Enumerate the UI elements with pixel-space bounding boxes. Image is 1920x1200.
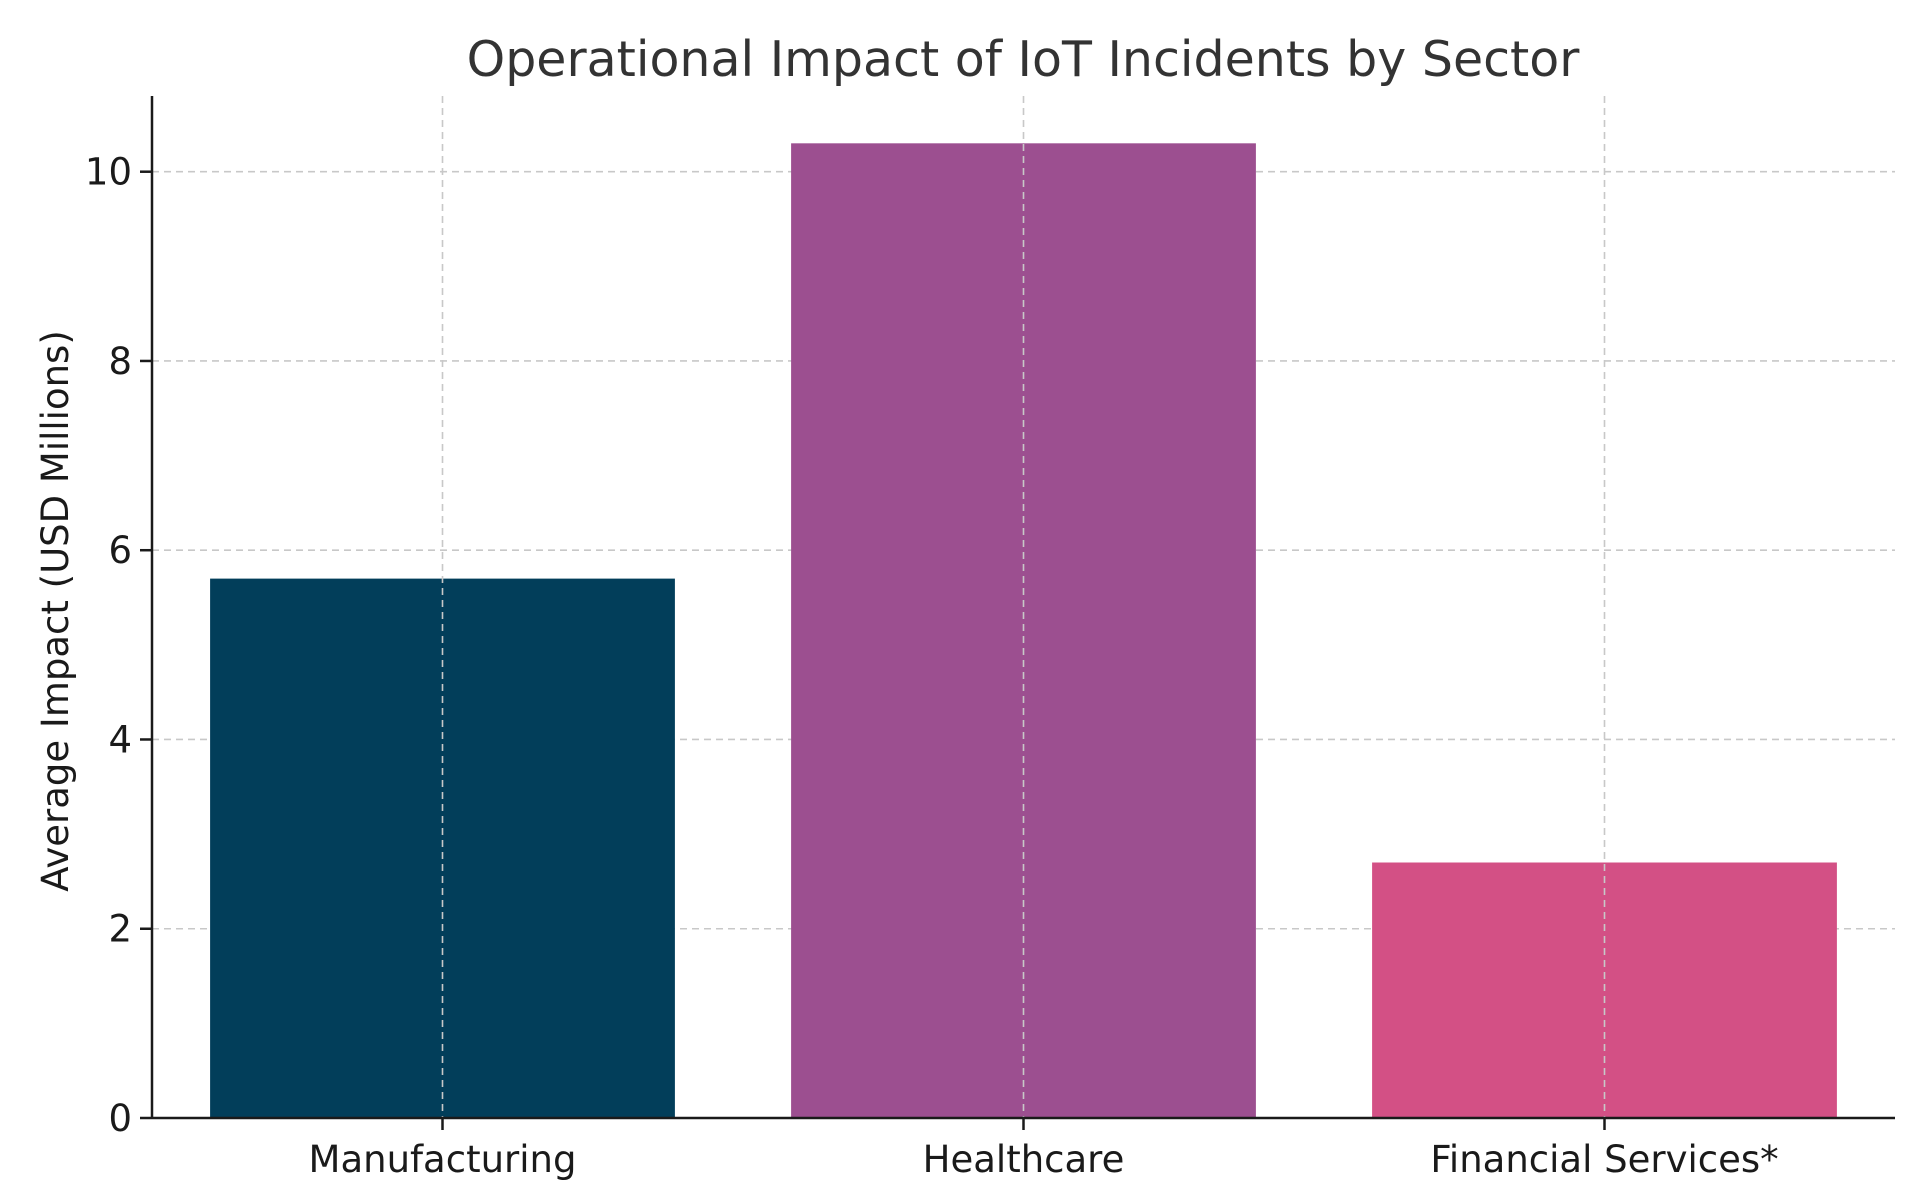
bar: [210, 578, 675, 1118]
y-ticks: 0 2 4 6 8 10: [85, 151, 152, 1140]
x-tick-label: Healthcare: [923, 1138, 1125, 1181]
y-tick-label: 4: [108, 718, 132, 761]
chart-title: Operational Impact of IoT Incidents by S…: [467, 31, 1581, 88]
y-tick-label: 0: [108, 1097, 132, 1140]
x-ticks: Manufacturing Healthcare Financial Service…: [309, 1118, 1779, 1181]
y-tick-label: 8: [108, 340, 132, 383]
x-tick-label: Financial Services*: [1430, 1138, 1778, 1181]
vertical-gridlines: [441, 96, 1606, 1118]
y-axis-label: Average Impact (USD Millions): [34, 330, 77, 892]
bars: [210, 143, 1837, 1118]
y-tick-label: 6: [108, 529, 132, 572]
y-tick-label: 2: [108, 908, 132, 951]
y-tick-label: 10: [85, 151, 132, 194]
x-tick-label: Manufacturing: [309, 1138, 577, 1181]
